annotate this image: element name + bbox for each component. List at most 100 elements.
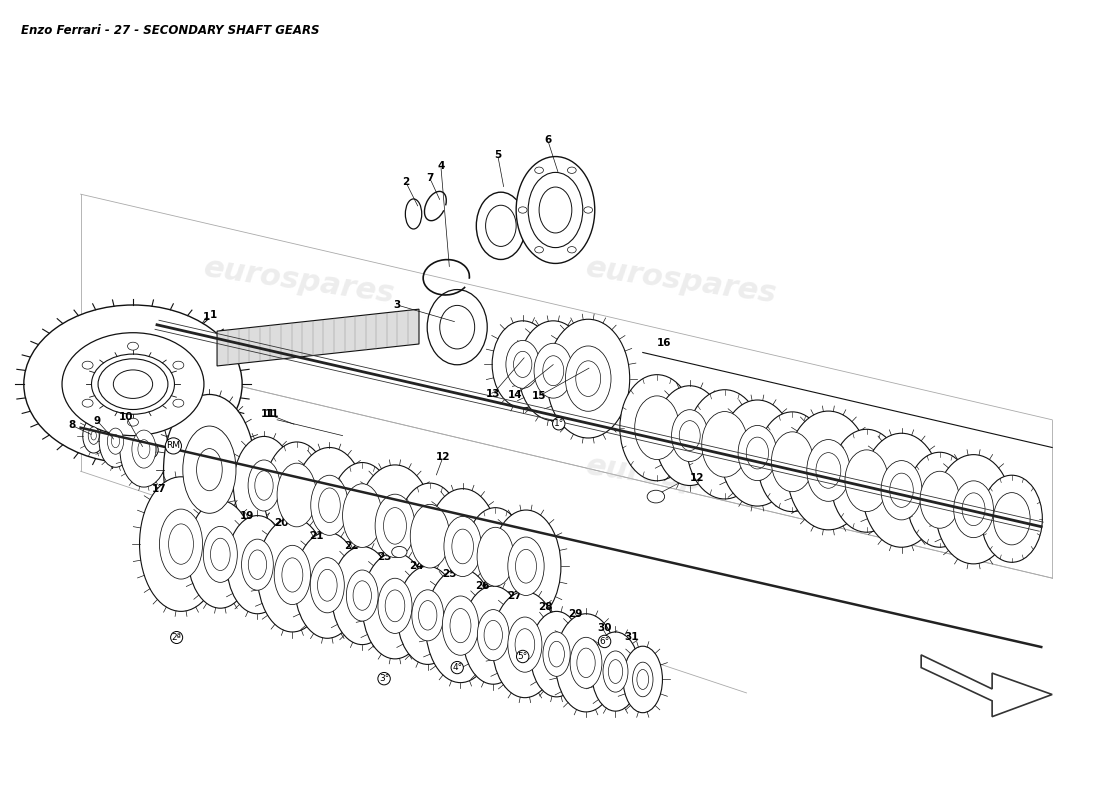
- Circle shape: [173, 399, 184, 407]
- Ellipse shape: [954, 481, 993, 538]
- Ellipse shape: [160, 509, 202, 579]
- Ellipse shape: [890, 473, 913, 507]
- Ellipse shape: [476, 192, 526, 259]
- Ellipse shape: [330, 462, 395, 569]
- Ellipse shape: [556, 614, 617, 712]
- Text: 15: 15: [531, 391, 547, 401]
- Ellipse shape: [635, 396, 680, 459]
- Text: 19: 19: [240, 510, 254, 521]
- Circle shape: [584, 207, 593, 213]
- Ellipse shape: [168, 524, 194, 564]
- Ellipse shape: [342, 484, 382, 547]
- Ellipse shape: [378, 578, 412, 634]
- Ellipse shape: [91, 431, 97, 440]
- Ellipse shape: [188, 501, 253, 608]
- Ellipse shape: [318, 570, 337, 601]
- Ellipse shape: [319, 488, 340, 522]
- Text: 8: 8: [90, 385, 97, 394]
- Ellipse shape: [332, 546, 393, 645]
- Ellipse shape: [547, 319, 629, 438]
- Ellipse shape: [384, 507, 406, 544]
- Text: RM: RM: [142, 445, 157, 455]
- Ellipse shape: [549, 642, 564, 667]
- Text: 23: 23: [377, 552, 392, 562]
- Text: 3: 3: [394, 300, 400, 310]
- Ellipse shape: [993, 493, 1030, 545]
- Ellipse shape: [410, 504, 450, 568]
- Ellipse shape: [227, 515, 288, 614]
- Ellipse shape: [255, 470, 273, 500]
- Ellipse shape: [164, 394, 255, 545]
- Ellipse shape: [111, 434, 120, 448]
- Circle shape: [128, 342, 139, 350]
- Ellipse shape: [426, 569, 495, 682]
- Ellipse shape: [654, 386, 725, 486]
- Ellipse shape: [771, 432, 813, 492]
- Ellipse shape: [608, 660, 623, 683]
- Ellipse shape: [535, 343, 572, 398]
- Circle shape: [82, 399, 94, 407]
- Ellipse shape: [452, 529, 473, 564]
- Ellipse shape: [672, 410, 708, 462]
- Ellipse shape: [310, 558, 344, 613]
- Ellipse shape: [282, 558, 303, 592]
- Circle shape: [173, 362, 184, 369]
- Ellipse shape: [543, 632, 570, 676]
- Ellipse shape: [440, 306, 475, 349]
- Text: 12: 12: [436, 452, 450, 462]
- Ellipse shape: [592, 632, 639, 711]
- Text: 16: 16: [657, 338, 671, 348]
- Ellipse shape: [515, 629, 535, 661]
- Ellipse shape: [637, 670, 649, 690]
- Ellipse shape: [132, 430, 156, 468]
- Ellipse shape: [516, 157, 595, 263]
- Ellipse shape: [485, 206, 516, 246]
- Ellipse shape: [427, 290, 487, 365]
- Text: 14: 14: [508, 390, 522, 400]
- Ellipse shape: [210, 538, 230, 570]
- Ellipse shape: [294, 447, 365, 563]
- Ellipse shape: [138, 439, 150, 458]
- Text: eurospares: eurospares: [201, 254, 396, 309]
- Text: 1: 1: [202, 312, 210, 322]
- Text: 5: 5: [494, 150, 502, 159]
- Text: 4°: 4°: [452, 663, 462, 672]
- Ellipse shape: [570, 638, 602, 688]
- Ellipse shape: [183, 426, 236, 514]
- Ellipse shape: [758, 412, 827, 512]
- Ellipse shape: [492, 591, 558, 698]
- Circle shape: [62, 333, 204, 436]
- Ellipse shape: [197, 449, 222, 490]
- Ellipse shape: [528, 172, 583, 248]
- Ellipse shape: [981, 475, 1043, 562]
- Text: 10: 10: [119, 413, 134, 422]
- Text: 26: 26: [475, 581, 490, 591]
- Circle shape: [98, 359, 168, 410]
- Ellipse shape: [491, 510, 561, 622]
- Ellipse shape: [881, 461, 922, 520]
- Ellipse shape: [477, 527, 514, 586]
- Ellipse shape: [463, 586, 524, 684]
- Ellipse shape: [632, 662, 653, 697]
- Ellipse shape: [311, 475, 349, 535]
- Ellipse shape: [746, 437, 769, 469]
- Ellipse shape: [935, 454, 1012, 564]
- Text: 9: 9: [112, 382, 119, 391]
- Ellipse shape: [274, 546, 310, 605]
- Ellipse shape: [565, 346, 610, 411]
- Ellipse shape: [738, 426, 777, 481]
- Ellipse shape: [518, 321, 589, 421]
- Ellipse shape: [397, 483, 463, 590]
- Ellipse shape: [140, 477, 222, 611]
- Text: 22: 22: [344, 542, 359, 551]
- Text: 3°: 3°: [378, 674, 389, 683]
- Ellipse shape: [120, 411, 168, 487]
- Ellipse shape: [411, 590, 443, 641]
- Ellipse shape: [204, 526, 238, 582]
- Text: 10: 10: [136, 378, 151, 387]
- Text: 6°: 6°: [600, 637, 609, 646]
- Circle shape: [24, 305, 242, 463]
- Circle shape: [113, 370, 153, 398]
- Text: 9: 9: [94, 415, 100, 426]
- Text: 5°: 5°: [518, 652, 528, 661]
